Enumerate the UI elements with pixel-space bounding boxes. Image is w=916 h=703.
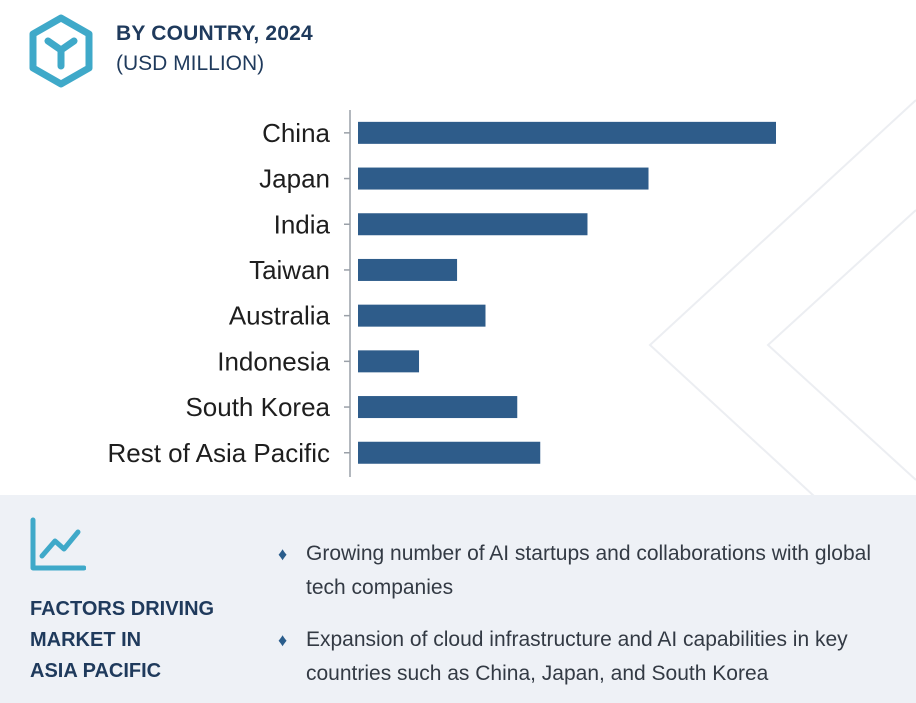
bar-south-korea — [358, 396, 518, 419]
diamond-bullet-icon: ♦ — [278, 544, 288, 564]
bar-australia — [358, 304, 486, 327]
category-label: Indonesia — [217, 346, 330, 376]
bar-japan — [358, 167, 649, 190]
factors-title: FACTORS DRIVING MARKET IN ASIA PACIFIC — [30, 594, 250, 687]
country-bar-chart: China Japan India Taiwan Australia Indonesia S… — [107, 110, 776, 477]
factor-item: ♦ Growing number of AI startups and coll… — [278, 537, 908, 605]
factors-title-line: ASIA PACIFIC — [30, 660, 162, 682]
diamond-bullet-icon: ♦ — [278, 630, 288, 650]
bar-taiwan — [358, 258, 458, 281]
chart-title: BY COUNTRY, 2024 — [116, 22, 313, 45]
category-label: Rest of Asia Pacific — [107, 438, 330, 468]
bar-indonesia — [358, 350, 420, 373]
category-label: China — [262, 118, 330, 148]
category-label: South Korea — [185, 392, 330, 422]
category-label: Taiwan — [249, 255, 330, 285]
trend-line-icon — [30, 517, 86, 571]
chart-subtitle: (USD MILLION) — [116, 52, 265, 75]
hexagon-logo-icon — [29, 14, 93, 88]
factors-title-line: FACTORS DRIVING — [30, 598, 215, 620]
factor-text: Expansion of cloud infrastructure and AI… — [306, 628, 848, 685]
factor-text: Growing number of AI startups and collab… — [306, 542, 871, 599]
bar-india — [358, 213, 588, 236]
category-label: India — [274, 209, 331, 239]
category-label: Australia — [229, 301, 331, 331]
factor-item: ♦ Expansion of cloud infrastructure and … — [278, 623, 908, 691]
category-label: Japan — [259, 164, 330, 194]
bar-china — [358, 121, 776, 144]
factors-panel — [0, 495, 916, 703]
factors-title-line: MARKET IN — [30, 629, 142, 651]
bar-rest-of-asia-pacific — [358, 441, 541, 464]
